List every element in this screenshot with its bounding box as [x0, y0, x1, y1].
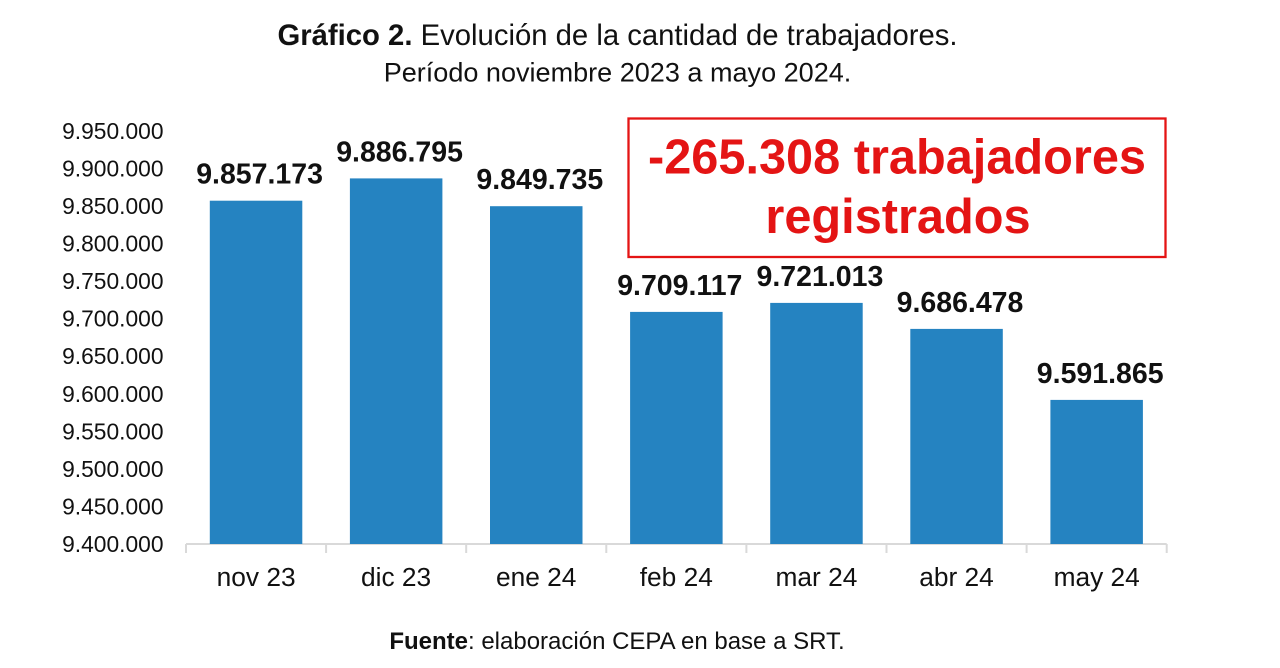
svg-text:registrados: registrados — [765, 190, 1030, 244]
svg-text:abr 24: abr 24 — [919, 562, 994, 592]
svg-text:9.550.000: 9.550.000 — [62, 418, 163, 444]
svg-text:may 24: may 24 — [1054, 562, 1140, 592]
svg-text:9.709.117: 9.709.117 — [617, 270, 742, 302]
svg-text:9.721.013: 9.721.013 — [757, 261, 884, 293]
svg-text:9.849.735: 9.849.735 — [476, 164, 603, 196]
svg-text:9.950.000: 9.950.000 — [62, 118, 163, 144]
svg-text:ene 24: ene 24 — [496, 562, 576, 592]
svg-text:9.686.478: 9.686.478 — [897, 287, 1024, 319]
svg-text:Fuente: elaboración CEPA en ba: Fuente: elaboración CEPA en base a SRT. — [389, 628, 844, 655]
svg-text:mar 24: mar 24 — [775, 562, 857, 592]
svg-text:9.500.000: 9.500.000 — [62, 456, 163, 482]
svg-text:9.591.865: 9.591.865 — [1037, 358, 1164, 390]
svg-text:nov 23: nov 23 — [217, 562, 296, 592]
svg-text:9.700.000: 9.700.000 — [62, 306, 163, 332]
svg-text:9.900.000: 9.900.000 — [62, 156, 163, 182]
svg-text:feb 24: feb 24 — [640, 562, 713, 592]
svg-text:9.750.000: 9.750.000 — [62, 268, 163, 294]
svg-text:9.650.000: 9.650.000 — [62, 343, 163, 369]
svg-text:-265.308 trabajadores: -265.308 trabajadores — [648, 131, 1146, 185]
svg-text:Período noviembre 2023 a mayo: Período noviembre 2023 a mayo 2024. — [384, 57, 852, 87]
svg-text:Gráfico 2. Evolución de la can: Gráfico 2. Evolución de la cantidad de t… — [277, 20, 957, 52]
svg-text:9.886.795: 9.886.795 — [336, 136, 463, 168]
svg-text:9.857.173: 9.857.173 — [196, 159, 323, 191]
svg-text:9.850.000: 9.850.000 — [62, 193, 163, 219]
svg-text:9.400.000: 9.400.000 — [62, 531, 163, 557]
svg-text:dic 23: dic 23 — [361, 562, 431, 592]
svg-text:9.800.000: 9.800.000 — [62, 231, 163, 257]
svg-text:9.600.000: 9.600.000 — [62, 381, 163, 407]
svg-text:9.450.000: 9.450.000 — [62, 494, 163, 520]
